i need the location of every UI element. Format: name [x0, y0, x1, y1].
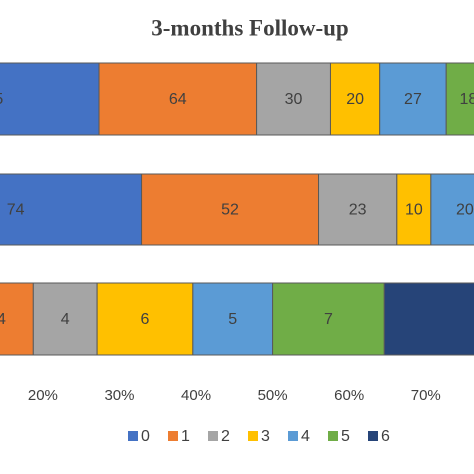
bar-segment — [32, 282, 98, 356]
bar-segment — [445, 62, 474, 136]
legend-swatch — [208, 431, 218, 441]
legend-label: 3 — [261, 428, 270, 445]
data-label: 74 — [7, 202, 25, 219]
x-tick-label: 60% — [334, 387, 364, 404]
data-label: 4 — [0, 311, 6, 328]
bar-segment — [192, 282, 274, 356]
bar-segment — [318, 173, 398, 246]
legend-swatch — [288, 431, 298, 441]
legend-swatch — [128, 431, 138, 441]
data-label: 18 — [459, 91, 474, 108]
bar-segment — [0, 62, 100, 136]
bar-segment — [430, 173, 474, 246]
legend-label: 6 — [381, 428, 390, 445]
bar-segment — [256, 62, 331, 136]
data-label: 10 — [405, 202, 423, 219]
data-label: 85 — [0, 91, 3, 108]
x-tick-label: 20% — [28, 387, 58, 404]
legend-swatch — [328, 431, 338, 441]
x-tick-label: 70% — [411, 387, 441, 404]
bar-segment — [272, 282, 385, 356]
legend-swatch — [368, 431, 378, 441]
bar-segment — [329, 62, 381, 136]
legend-label: 2 — [221, 428, 230, 445]
bar-segment — [96, 282, 194, 356]
legend-label: 5 — [341, 428, 350, 445]
x-tick-label: 40% — [181, 387, 211, 404]
x-tick-label: 50% — [258, 387, 288, 404]
data-label: 4 — [61, 311, 70, 328]
data-label: 23 — [349, 202, 367, 219]
data-label: 20 — [456, 202, 474, 219]
legend-swatch — [248, 431, 258, 441]
legend-label: 0 — [141, 428, 150, 445]
bar-segment — [98, 62, 258, 136]
bar-segment — [379, 62, 447, 136]
data-label: 5 — [228, 311, 237, 328]
data-label: 64 — [169, 91, 187, 108]
legend-label: 1 — [181, 428, 190, 445]
chart-title: 3-months Follow-up — [151, 15, 348, 40]
legend-label: 4 — [301, 428, 310, 445]
data-label: 27 — [404, 91, 422, 108]
data-label: 7 — [324, 311, 333, 328]
data-label: 20 — [346, 91, 364, 108]
data-label: 30 — [285, 91, 303, 108]
bar-segment — [383, 282, 474, 356]
bar-segment — [0, 282, 34, 356]
legend-swatch — [168, 431, 178, 441]
x-tick-label: 30% — [104, 387, 134, 404]
bar-segment — [396, 173, 432, 246]
data-label: 52 — [221, 202, 239, 219]
data-label: 6 — [141, 311, 150, 328]
